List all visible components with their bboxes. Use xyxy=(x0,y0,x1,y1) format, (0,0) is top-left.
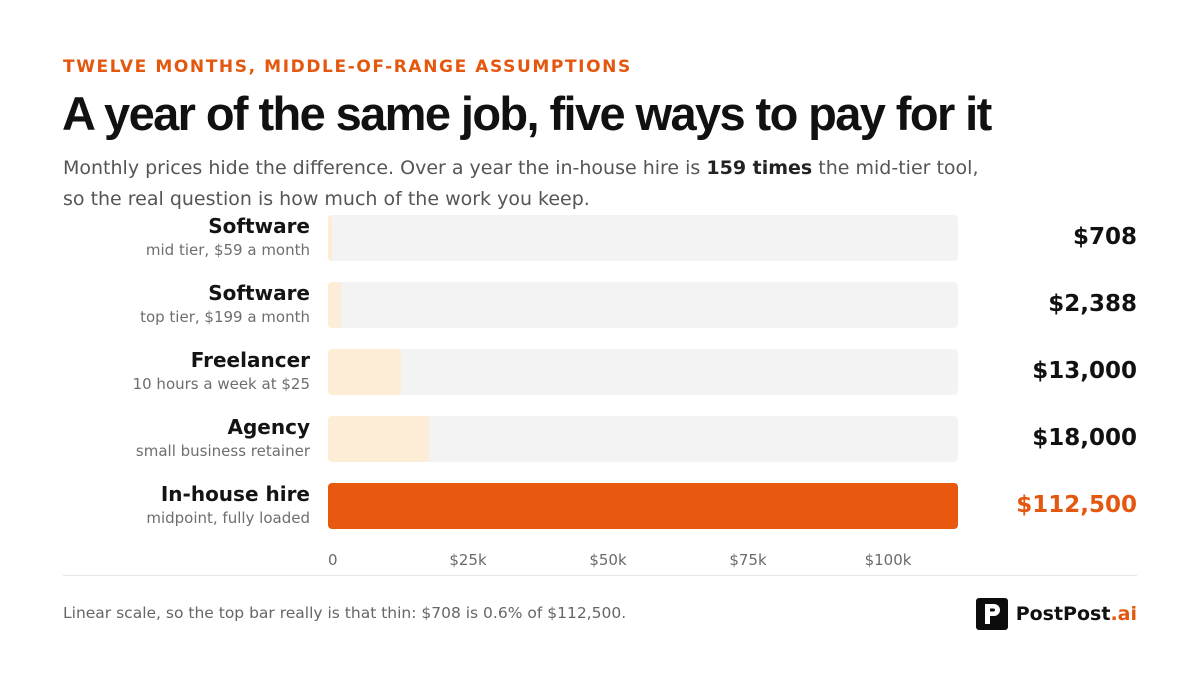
bar-row: Agency small business retainer $18,000 xyxy=(0,415,1200,463)
chart-title: A year of the same job, five ways to pay… xyxy=(62,87,992,140)
value-label: $112,500 xyxy=(1016,492,1137,518)
category-sublabel: mid tier, $59 a month xyxy=(145,241,310,259)
value-label: $18,000 xyxy=(1032,425,1137,451)
bar-row: Software top tier, $199 a month $2,388 xyxy=(0,281,1200,329)
chart-subtitle: Monthly prices hide the difference. Over… xyxy=(63,153,1003,215)
footnote: Linear scale, so the top bar really is t… xyxy=(63,604,627,622)
bar-track xyxy=(328,483,958,529)
x-tick-label: $75k xyxy=(729,551,767,569)
category-label: In-house hire xyxy=(160,482,310,506)
subtitle-text-end: the mid-tier tool, so the real question … xyxy=(63,157,979,210)
category-sublabel: small business retainer xyxy=(135,442,310,460)
x-tick-label: $25k xyxy=(449,551,487,569)
x-tick-label: 0 xyxy=(328,551,338,569)
chart-eyebrow: TWELVE MONTHS, MIDDLE-OF-RANGE ASSUMPTIO… xyxy=(63,57,632,77)
bar-row: In-house hire midpoint, fully loaded $112,… xyxy=(0,482,1200,530)
category-label: Agency xyxy=(227,415,311,439)
value-label: $13,000 xyxy=(1032,358,1137,384)
subtitle-text-start: Monthly prices hide the difference. Over… xyxy=(63,157,707,179)
bar xyxy=(328,349,401,395)
bar xyxy=(328,483,958,529)
brand-logo: PostPost .ai xyxy=(975,598,1137,630)
subtitle-emphasis: 159 times xyxy=(706,157,813,179)
bar-track xyxy=(328,282,958,328)
postpost-logo-icon xyxy=(975,598,1008,630)
brand-tld: .ai xyxy=(1110,603,1137,625)
bar xyxy=(328,215,332,261)
bar xyxy=(328,282,342,328)
value-label: $708 xyxy=(1072,224,1137,250)
category-sublabel: 10 hours a week at $25 xyxy=(132,375,310,393)
x-tick-label: $50k xyxy=(589,551,627,569)
bar xyxy=(328,416,429,462)
bar-track xyxy=(328,349,958,395)
bar-row: Freelancer 10 hours a week at $25 $13,000 xyxy=(0,348,1200,396)
category-label: Freelancer xyxy=(190,348,310,372)
category-label: Software xyxy=(208,281,310,305)
value-label: $2,388 xyxy=(1048,291,1137,317)
chart-divider xyxy=(63,575,1137,576)
category-sublabel: top tier, $199 a month xyxy=(140,308,310,326)
category-sublabel: midpoint, fully loaded xyxy=(146,509,310,527)
category-label: Software xyxy=(208,214,310,238)
bar-row: Software mid tier, $59 a month $708 xyxy=(0,214,1200,262)
x-tick-label: $100k xyxy=(864,551,912,569)
brand-name: PostPost xyxy=(1015,603,1111,625)
bar-track xyxy=(328,215,958,261)
bar-track xyxy=(328,416,958,462)
